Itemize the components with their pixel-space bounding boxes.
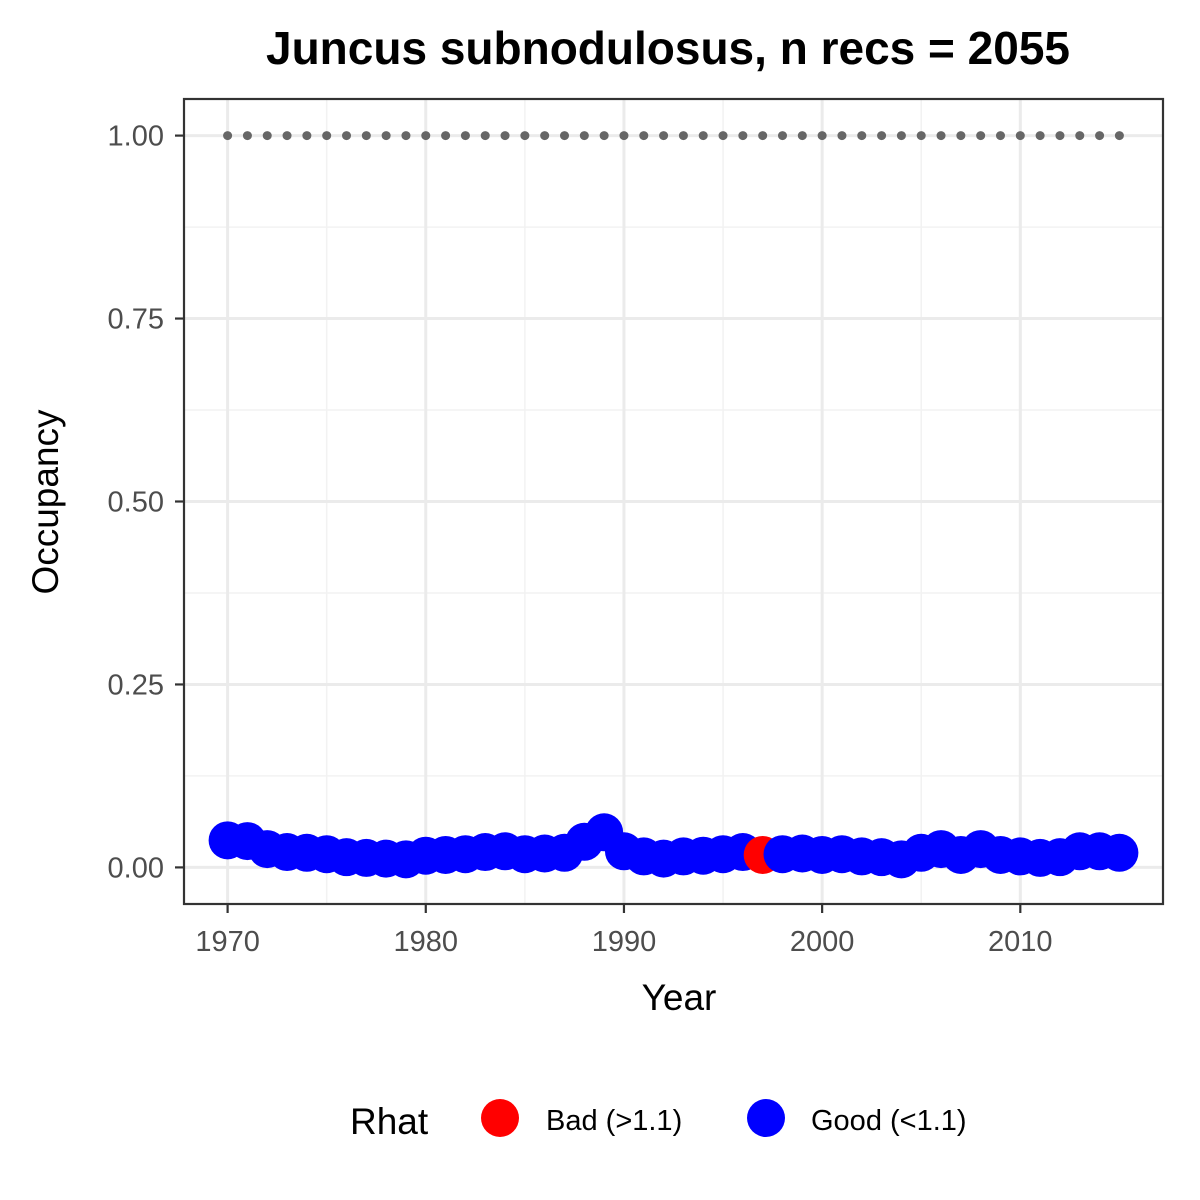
data-point <box>1100 833 1139 872</box>
reference-dot <box>1035 131 1045 141</box>
axes: 1970 1980 1990 2000 2010 0.00 0.25 0.50 0.75 1.00 <box>108 97 1165 958</box>
reference-dot <box>916 131 926 141</box>
legend-label-bad: Bad (>1.1) <box>546 1105 682 1137</box>
reference-dot <box>837 131 847 141</box>
legend-swatch-good <box>747 1099 785 1137</box>
reference-line <box>223 131 1124 141</box>
reference-dot <box>401 131 411 141</box>
reference-dot <box>659 131 669 141</box>
reference-dot <box>1055 131 1065 141</box>
reference-dot <box>441 131 451 141</box>
legend-label-good: Good (<1.1) <box>811 1105 967 1137</box>
reference-dot <box>639 131 649 141</box>
y-tick-label: 1.00 <box>108 121 164 153</box>
reference-dot <box>758 131 768 141</box>
reference-dot <box>956 131 966 141</box>
reference-dot <box>738 131 748 141</box>
reference-dot <box>560 131 570 141</box>
reference-dot <box>936 131 946 141</box>
reference-dot <box>718 131 728 141</box>
y-tick-label: 0.00 <box>108 852 164 884</box>
reference-dot <box>540 131 550 141</box>
reference-dot <box>322 131 332 141</box>
reference-dot <box>817 131 827 141</box>
reference-dot <box>619 131 629 141</box>
reference-dot <box>995 131 1005 141</box>
reference-dot <box>1075 131 1085 141</box>
reference-dot <box>877 131 887 141</box>
x-tick-label: 1990 <box>592 926 657 958</box>
reference-dot <box>500 131 510 141</box>
reference-dot <box>1114 131 1124 141</box>
reference-dot <box>579 131 589 141</box>
reference-dot <box>1015 131 1025 141</box>
x-tick-label: 1970 <box>195 926 260 958</box>
reference-dot <box>342 131 352 141</box>
reference-dot <box>302 131 312 141</box>
reference-dot <box>777 131 787 141</box>
reference-dot <box>520 131 530 141</box>
reference-dot <box>896 131 906 141</box>
x-tick-label: 2010 <box>988 926 1053 958</box>
legend: Rhat Bad (>1.1) Good (<1.1) <box>350 1099 967 1142</box>
reference-dot <box>1095 131 1105 141</box>
legend-title: Rhat <box>350 1101 429 1142</box>
reference-dot <box>262 131 272 141</box>
reference-dot <box>361 131 371 141</box>
data-points <box>208 813 1139 879</box>
reference-dot <box>678 131 688 141</box>
reference-dot <box>480 131 490 141</box>
y-tick-label: 0.75 <box>108 304 164 336</box>
reference-dot <box>857 131 867 141</box>
reference-dot <box>797 131 807 141</box>
reference-dot <box>282 131 292 141</box>
reference-dot <box>223 131 233 141</box>
reference-dot <box>421 131 431 141</box>
reference-dot <box>242 131 252 141</box>
chart-title: Juncus subnodulosus, n recs = 2055 <box>266 22 1070 74</box>
x-axis-title: Year <box>642 977 717 1018</box>
reference-dot <box>460 131 470 141</box>
reference-dot <box>976 131 986 141</box>
y-tick-label: 0.50 <box>108 487 164 519</box>
x-tick-label: 1980 <box>394 926 459 958</box>
reference-dot <box>599 131 609 141</box>
y-axis-title: Occupancy <box>25 409 66 595</box>
x-tick-label: 2000 <box>790 926 855 958</box>
y-tick-label: 0.25 <box>108 669 164 701</box>
reference-dot <box>698 131 708 141</box>
reference-dot <box>381 131 391 141</box>
legend-swatch-bad <box>481 1099 519 1137</box>
